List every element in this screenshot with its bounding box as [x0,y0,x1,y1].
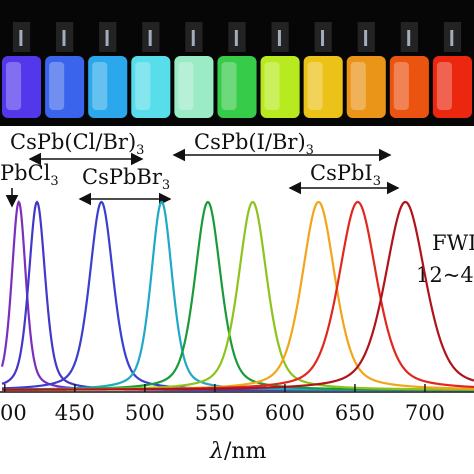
spectrum-line-469 [1,200,474,391]
spectrum-line-410 [0,199,474,392]
spectrum-line-652 [1,200,474,391]
label-cspbi3: CsPbI3 [310,161,381,189]
label-fwhm: FWI [432,231,474,255]
vial [2,22,42,118]
x-tick-label: 700 [405,401,445,425]
spectra-series [0,199,474,392]
vial [131,22,171,118]
x-axis-ticks: 004505005506006507007 [0,384,445,425]
vial [88,22,128,118]
x-tick-label: 450 [55,401,95,425]
vial [217,22,257,118]
label-cspb-i-br: CsPb(I/Br)3 [194,130,314,158]
x-tick-label: 650 [335,401,375,425]
x-tick-label: 00 [0,401,27,425]
spectrum-line-545 [2,200,474,391]
spectrum-line-577 [2,200,474,391]
x-tick-label: 500 [125,401,165,425]
x-tick-label: 550 [195,401,235,425]
spectrum-line-624 [2,200,474,391]
spectrum-line-686 [2,200,474,391]
vial [45,22,85,118]
x-tick-label: 600 [265,401,305,425]
x-axis-title: λ/nm [209,439,267,464]
spectrum-line-512 [1,200,474,391]
vial [260,22,300,118]
label-cspbbr3: CsPbBr3 [82,165,170,193]
spectrum-line-423 [1,200,474,392]
label-pbcl3: PbCl3 [0,161,59,189]
vial [389,22,429,118]
vials-photo [0,0,474,126]
vials-group [2,22,472,118]
vial [174,22,214,118]
vial [303,22,343,118]
label-cspb-cl-br: CsPb(Cl/Br)3 [10,130,144,158]
vial [432,22,472,118]
vial [346,22,386,118]
